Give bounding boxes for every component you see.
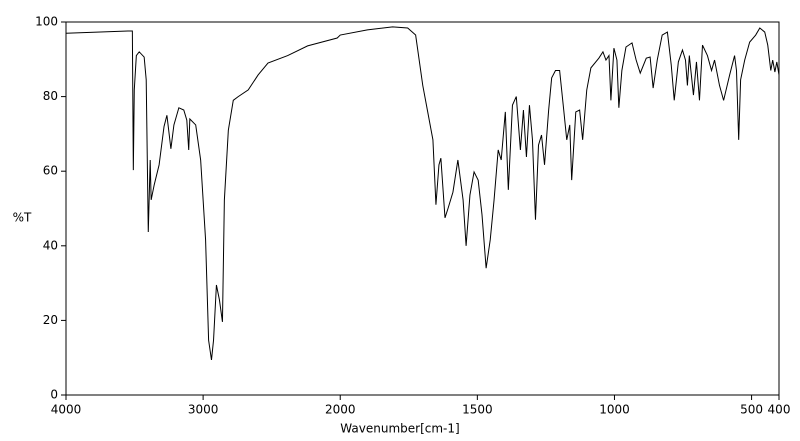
- x-axis-label: Wavenumber[cm-1]: [340, 422, 459, 436]
- y-tick-label: 20: [43, 313, 58, 327]
- x-tick-label: 400: [768, 403, 791, 417]
- x-tick-label: 2000: [325, 403, 356, 417]
- spectrum-line: [65, 26, 780, 361]
- x-tick-label: 1000: [599, 403, 630, 417]
- x-tick-label: 1500: [462, 403, 493, 417]
- y-tick-label: 60: [43, 164, 58, 178]
- y-axis-label: %T: [13, 211, 32, 225]
- x-tick-label: 4000: [51, 403, 82, 417]
- x-tick-label: 3000: [188, 403, 219, 417]
- y-tick-label: 100: [35, 15, 58, 29]
- y-tick-label: 80: [43, 89, 58, 103]
- y-tick-label: 40: [43, 238, 58, 252]
- y-tick-label: 0: [50, 388, 58, 402]
- plot-frame: [65, 21, 780, 396]
- x-tick-label: 500: [740, 403, 763, 417]
